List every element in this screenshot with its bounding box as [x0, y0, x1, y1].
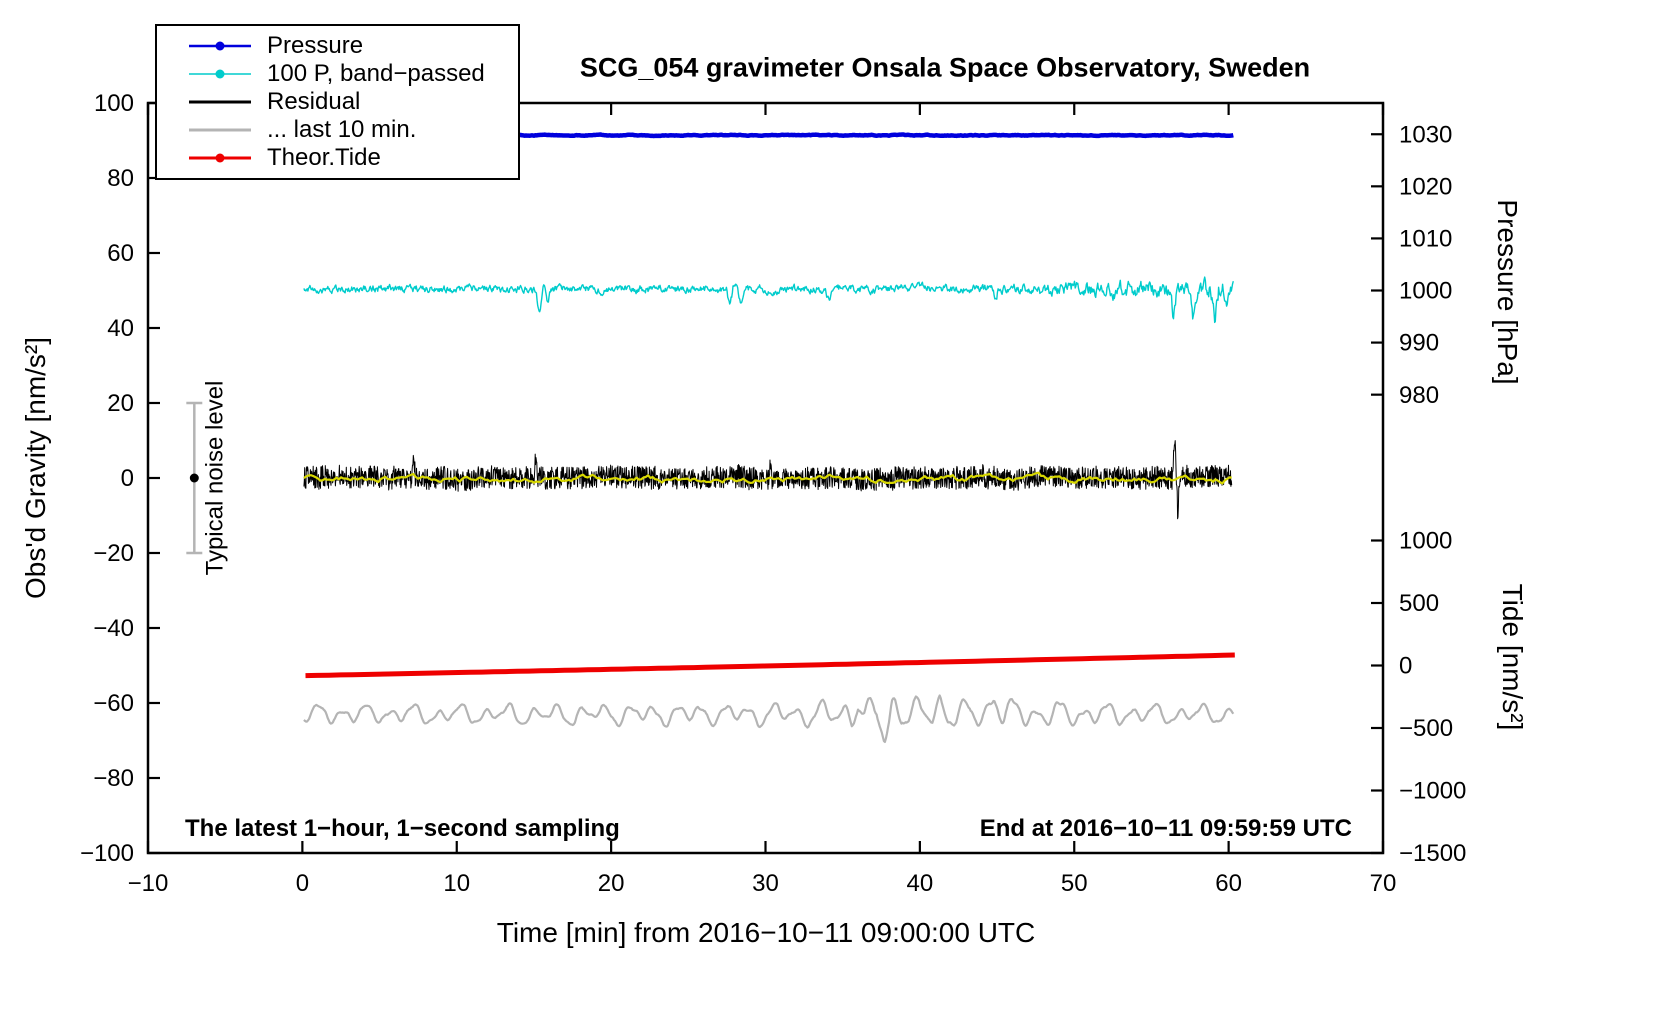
legend-label: 100 P, band−passed	[267, 60, 485, 87]
tick-label: 0	[121, 465, 134, 492]
tick-label: 1000	[1399, 278, 1452, 305]
tick-label: −20	[93, 540, 134, 567]
sampling-note: The latest 1−hour, 1−second sampling	[185, 815, 620, 842]
legend: Pressure 100 P, band−passed Residual... la…	[155, 24, 520, 180]
page-title: SCG_054 gravimeter Onsala Space Observat…	[579, 52, 1311, 83]
noise-level-label: Typical noise level	[201, 381, 228, 576]
tick-label: 0	[296, 870, 309, 897]
tick-label: 1010	[1399, 226, 1452, 253]
legend-marker-dot	[215, 41, 225, 51]
end-time-note: End at 2016−10−11 09:59:59 UTC	[979, 815, 1352, 842]
legend-item: Residual	[185, 88, 510, 116]
tick-label: 500	[1399, 590, 1439, 617]
tick-label: 70	[1370, 870, 1397, 897]
legend-line-sample	[189, 153, 251, 163]
y-axis-label-gravity: Obs'd Gravity [nm/s²]	[20, 336, 51, 600]
legend-line-sample	[189, 128, 251, 132]
tick-label: 60	[107, 240, 134, 267]
legend-line-sample	[189, 41, 251, 51]
series--last-10-min-	[303, 694, 1235, 743]
series-residual	[303, 440, 1233, 520]
tick-label: 100	[94, 90, 134, 117]
legend-label: ... last 10 min.	[267, 116, 417, 143]
tick-label: 40	[907, 870, 934, 897]
tick-label: 30	[752, 870, 779, 897]
tick-label: 50	[1061, 870, 1088, 897]
tick-label: 20	[598, 870, 625, 897]
tick-label: 40	[107, 315, 134, 342]
series-residual-filtered	[303, 471, 1232, 485]
tick-label: −500	[1399, 715, 1453, 742]
y-axis-label-pressure: Pressure [hPa]	[1492, 199, 1523, 385]
tick-label: −80	[93, 765, 134, 792]
series-theor-tide	[305, 652, 1235, 679]
series-100-p-band-passed	[303, 276, 1234, 324]
legend-item: Theor.Tide	[185, 144, 510, 172]
legend-item: Pressure	[185, 32, 510, 60]
tick-label: −100	[80, 840, 134, 867]
legend-item: 100 P, band−passed	[185, 60, 510, 88]
tick-label: −10	[128, 870, 169, 897]
legend-item: ... last 10 min.	[185, 116, 510, 144]
legend-label: Pressure	[267, 32, 364, 59]
legend-line-sample	[189, 69, 251, 79]
tick-label: 980	[1399, 382, 1439, 409]
tick-label: 10	[443, 870, 470, 897]
tick-label: 1020	[1399, 173, 1452, 200]
tick-label: 0	[1399, 653, 1412, 680]
noise-level-marker: Typical noise level	[186, 381, 228, 576]
tick-label: 60	[1215, 870, 1242, 897]
legend-marker-dot	[215, 69, 225, 79]
legend-marker-dot	[215, 153, 225, 163]
legend-label: Theor.Tide	[267, 144, 381, 171]
tick-label: −40	[93, 615, 134, 642]
y-axis-label-tide: Tide [nm/s²]	[1497, 583, 1528, 731]
tick-label: 80	[107, 165, 134, 192]
legend-label: Residual	[267, 88, 361, 115]
tick-label: −60	[93, 690, 134, 717]
tick-label: −1000	[1399, 778, 1466, 805]
tick-label: 20	[107, 390, 134, 417]
tick-label: 1000	[1399, 528, 1452, 555]
tick-label: 990	[1399, 330, 1439, 357]
tick-label: −1500	[1399, 840, 1466, 867]
x-axis-label: Time [min] from 2016−10−11 09:00:00 UTC	[496, 917, 1036, 948]
tick-label: 1030	[1399, 121, 1452, 148]
legend-line-sample	[189, 100, 251, 104]
